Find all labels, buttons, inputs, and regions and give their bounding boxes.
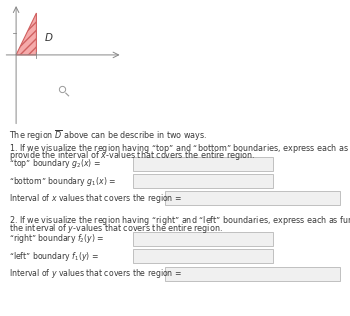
FancyBboxPatch shape: [164, 191, 340, 205]
Text: 1. If we visualize the region having “top” and “bottom” boundaries, express each: 1. If we visualize the region having “to…: [9, 142, 350, 155]
Text: Interval of $y$ values that covers the region =: Interval of $y$ values that covers the r…: [9, 267, 182, 280]
Text: D: D: [44, 33, 52, 43]
Text: “bottom” boundary $g_1(x)$ =: “bottom” boundary $g_1(x)$ =: [9, 174, 116, 188]
Text: provide the interval of $x$-values that covers the entire region.: provide the interval of $x$-values that …: [9, 149, 255, 162]
Text: “top” boundary $g_2(x)$ =: “top” boundary $g_2(x)$ =: [9, 157, 101, 170]
Text: Interval of $x$ values that covers the region =: Interval of $x$ values that covers the r…: [9, 192, 182, 205]
FancyBboxPatch shape: [133, 232, 273, 246]
Polygon shape: [16, 13, 36, 55]
FancyBboxPatch shape: [164, 267, 340, 281]
FancyBboxPatch shape: [133, 249, 273, 263]
FancyBboxPatch shape: [133, 174, 273, 188]
Text: 2. If we visualize the region having “right” and “left” boundaries, express each: 2. If we visualize the region having “ri…: [9, 214, 350, 227]
Text: the interval of $y$-values that covers the entire region.: the interval of $y$-values that covers t…: [9, 222, 223, 234]
Text: “right” boundary $f_2(y)$ =: “right” boundary $f_2(y)$ =: [9, 232, 104, 246]
FancyBboxPatch shape: [133, 157, 273, 171]
Text: The region $\overline{D}$ above can be describe in two ways.: The region $\overline{D}$ above can be d…: [9, 128, 207, 143]
Text: “left” boundary $f_1(y)$ =: “left” boundary $f_1(y)$ =: [9, 250, 98, 263]
